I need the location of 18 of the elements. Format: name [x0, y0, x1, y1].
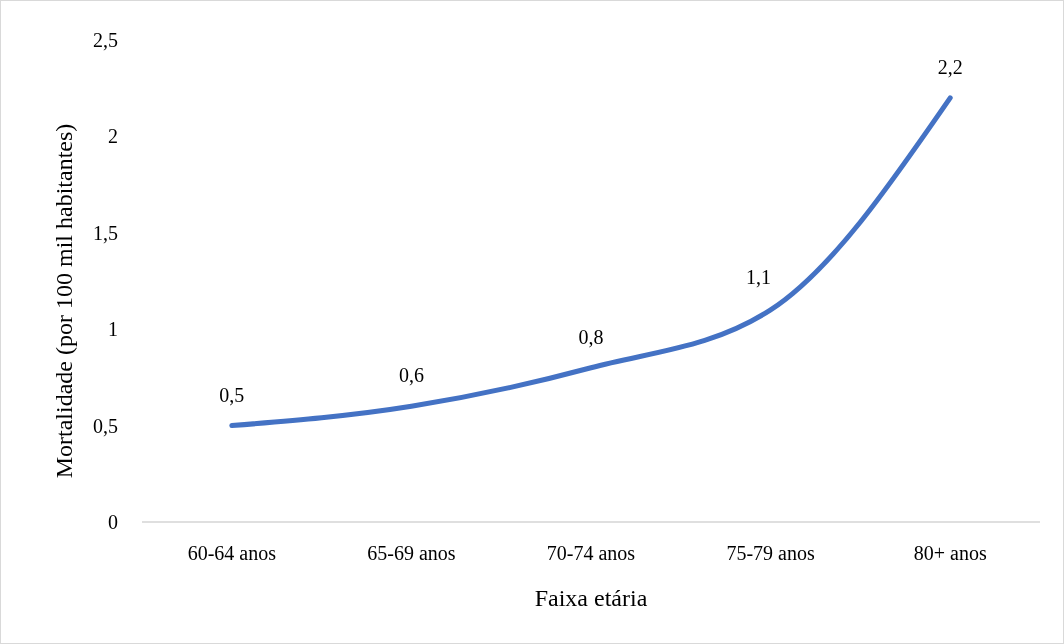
y-tick-label: 2: [108, 125, 118, 148]
x-tick-label: 80+ anos: [913, 542, 987, 564]
y-axis-title: Mortalidade (por 100 mil habitantes): [51, 123, 77, 479]
data-label: 0,8: [578, 325, 604, 348]
x-tick-label: 75-79 anos: [726, 542, 815, 564]
y-tick-label: 1,5: [93, 221, 118, 244]
y-tick-label: 0: [108, 511, 118, 533]
x-tick-label: 65-69 anos: [367, 542, 456, 564]
x-tick-label: 70-74 anos: [546, 542, 636, 564]
data-label: 2,2: [937, 55, 963, 78]
x-tick-label: 60-64 anos: [187, 542, 277, 564]
y-tick-label: 0,5: [93, 414, 118, 437]
x-axis-title: Faixa etária: [534, 585, 648, 611]
data-label: 0,5: [219, 383, 245, 406]
data-label: 0,6: [398, 364, 424, 387]
y-tick-label: 1: [108, 318, 118, 341]
y-tick-label: 2,5: [93, 29, 118, 51]
data-label: 1,1: [746, 265, 772, 288]
